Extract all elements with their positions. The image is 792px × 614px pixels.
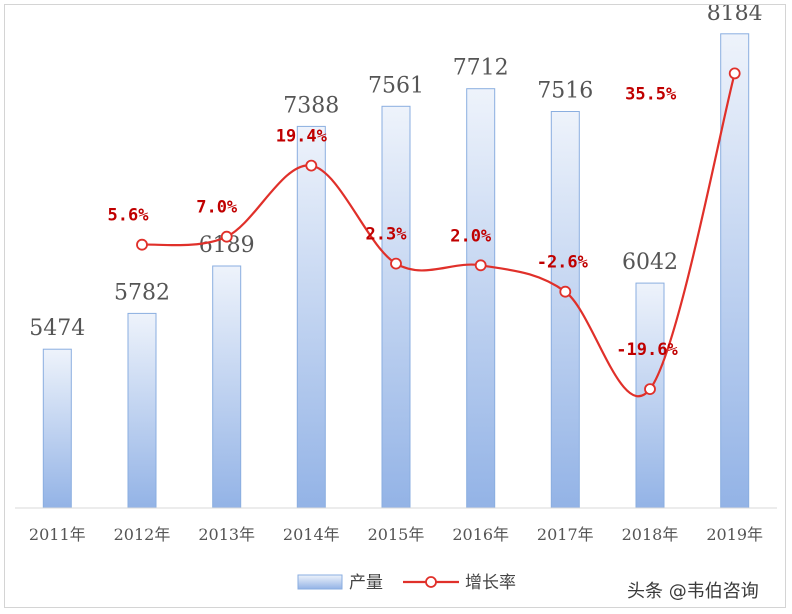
bar-2: [212, 265, 242, 509]
growth-value-label: -19.6%: [616, 340, 678, 360]
bar-8: [720, 33, 750, 509]
growth-value-label: 2.3%: [366, 225, 408, 245]
bar-4: [381, 105, 411, 509]
bar-3: [296, 125, 326, 509]
legend: 产量 增长率: [297, 573, 516, 593]
x-tick-label: 2013年: [198, 525, 255, 544]
bar-value-label: 7712: [453, 56, 509, 81]
growth-value-label: 35.5%: [625, 84, 677, 104]
growth-value-label: 19.4%: [276, 127, 328, 147]
growth-value-label: 5.6%: [108, 206, 150, 226]
legend-label-output: 产量: [349, 573, 383, 593]
growth-point-1: [136, 238, 148, 251]
x-tick-label: 2019年: [706, 525, 763, 544]
bar-value-label: 5782: [114, 280, 170, 305]
bar-value-label: 7388: [283, 93, 339, 118]
bar-5: [466, 88, 496, 509]
x-tick-label: 2014年: [283, 525, 340, 544]
growth-point-6: [559, 285, 572, 298]
bar-value-label: 5474: [29, 316, 85, 341]
watermark: 头条 @韦伯咨询: [627, 581, 759, 602]
x-tick-label: 2018年: [622, 525, 679, 544]
legend-bar-swatch: [297, 574, 343, 590]
bar-1: [127, 312, 157, 509]
x-tick-label: 2017年: [537, 525, 594, 544]
growth-point-3: [305, 159, 318, 172]
growth-point-8: [728, 67, 741, 80]
bar-6: [550, 111, 580, 509]
growth-point-4: [390, 257, 402, 270]
x-tick-label: 2011年: [29, 525, 86, 544]
growth-value-label: 2.0%: [450, 226, 492, 246]
x-tick-label: 2015年: [368, 525, 425, 544]
growth-value-label: -2.6%: [537, 253, 589, 273]
chart-frame: 5474 5782 6189 7388 7561 7712 7516 6042 8184 5.6…: [4, 4, 786, 608]
growth-point-5: [474, 259, 487, 272]
bar-value-label: 8184: [707, 5, 763, 26]
bar-0: [42, 348, 72, 509]
bar-value-label: 6042: [622, 250, 678, 275]
legend-label-growth: 增长率: [465, 573, 516, 593]
bar-value-label: 7561: [368, 73, 424, 98]
legend-line-marker: [425, 576, 437, 588]
x-tick-label: 2012年: [114, 525, 171, 544]
x-tick-label: 2016年: [452, 525, 509, 544]
growth-point-7: [644, 383, 656, 396]
growth-point-2: [220, 230, 233, 243]
bar-value-label: 7516: [537, 79, 593, 104]
growth-value-label: 7.0%: [196, 198, 238, 218]
